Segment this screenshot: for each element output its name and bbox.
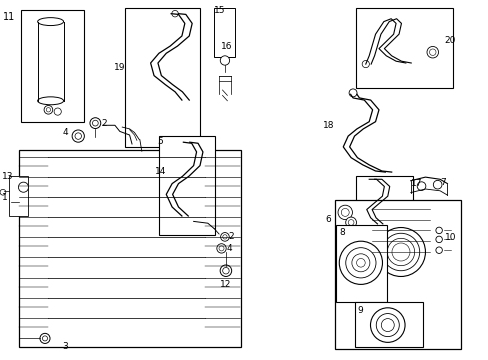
Text: 8: 8: [338, 228, 344, 237]
Bar: [354, 302, 422, 347]
Circle shape: [54, 108, 61, 115]
Circle shape: [435, 247, 442, 253]
Text: 9: 9: [356, 306, 362, 315]
Text: 18: 18: [323, 121, 334, 130]
Circle shape: [171, 10, 178, 17]
Circle shape: [428, 49, 435, 55]
Bar: [20, 10, 84, 122]
Circle shape: [216, 244, 226, 253]
Text: 19: 19: [114, 63, 125, 72]
Circle shape: [356, 258, 365, 267]
Circle shape: [220, 56, 229, 65]
Bar: [355, 176, 412, 243]
Circle shape: [432, 180, 441, 189]
Circle shape: [375, 314, 399, 337]
Bar: [334, 200, 460, 349]
Text: 13: 13: [1, 172, 13, 181]
Circle shape: [220, 265, 231, 276]
Text: 6: 6: [325, 215, 331, 224]
Circle shape: [347, 220, 353, 225]
Text: 12: 12: [220, 280, 231, 289]
Bar: [159, 136, 214, 235]
Text: 4: 4: [62, 128, 68, 137]
Circle shape: [416, 182, 425, 190]
Circle shape: [435, 236, 442, 243]
Text: 5: 5: [157, 137, 163, 146]
Circle shape: [40, 333, 50, 343]
Circle shape: [337, 205, 352, 220]
Circle shape: [19, 182, 28, 192]
Circle shape: [0, 189, 6, 195]
Text: 16: 16: [221, 42, 232, 51]
Circle shape: [345, 217, 356, 228]
Bar: [125, 8, 200, 147]
Circle shape: [435, 227, 442, 234]
Text: 1: 1: [2, 193, 8, 202]
Circle shape: [391, 243, 409, 261]
Bar: [19, 150, 241, 347]
Circle shape: [337, 226, 346, 235]
Circle shape: [426, 46, 438, 58]
Circle shape: [381, 319, 393, 332]
Circle shape: [382, 233, 419, 271]
Circle shape: [341, 208, 348, 216]
Bar: [336, 225, 386, 302]
Text: 11: 11: [3, 12, 15, 22]
Circle shape: [339, 241, 382, 284]
Circle shape: [44, 105, 53, 114]
Circle shape: [386, 238, 414, 266]
Circle shape: [362, 60, 368, 68]
Bar: [355, 8, 452, 88]
Text: 20: 20: [443, 36, 454, 45]
Circle shape: [376, 228, 425, 276]
Circle shape: [345, 248, 375, 278]
Text: 3: 3: [62, 342, 68, 351]
Circle shape: [75, 133, 81, 139]
Text: 2: 2: [101, 119, 107, 128]
Circle shape: [222, 267, 229, 274]
Circle shape: [348, 89, 356, 97]
Text: 2: 2: [228, 232, 234, 241]
Circle shape: [370, 308, 404, 342]
Text: 15: 15: [213, 6, 225, 15]
Text: 10: 10: [444, 233, 456, 242]
Bar: [9, 176, 28, 216]
Text: 17: 17: [410, 179, 422, 188]
Text: 7: 7: [439, 178, 445, 187]
Circle shape: [72, 130, 84, 142]
Circle shape: [220, 233, 229, 241]
Bar: [213, 8, 235, 57]
Circle shape: [92, 120, 98, 126]
Circle shape: [90, 118, 101, 129]
Circle shape: [351, 254, 369, 272]
Text: 14: 14: [155, 167, 166, 176]
Text: 4: 4: [226, 244, 232, 253]
